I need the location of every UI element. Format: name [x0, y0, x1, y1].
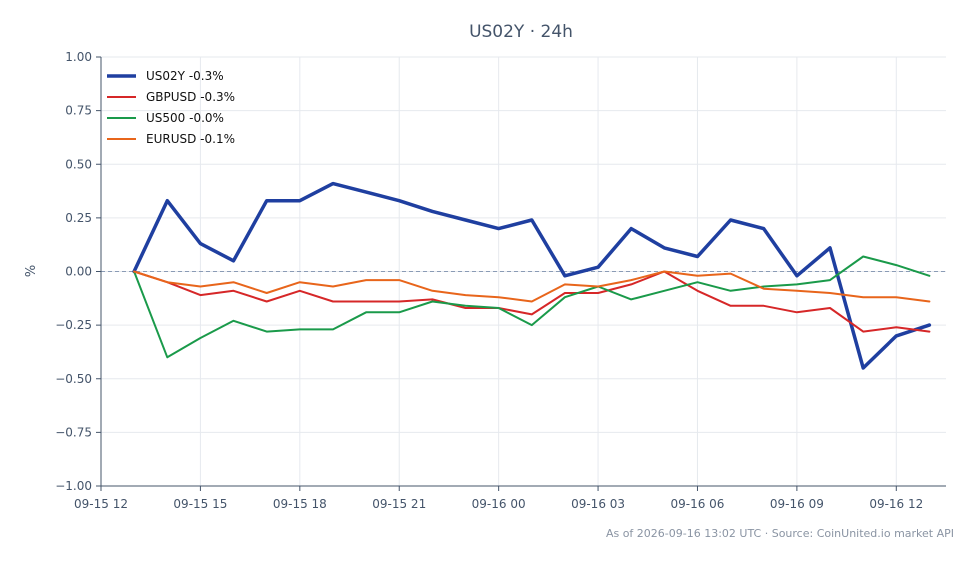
series-line-gbpusd: [133, 270, 931, 333]
y-tick-label: 0.50: [65, 157, 92, 171]
x-tick-label: 09-16 12: [869, 497, 923, 511]
x-axis-ticks: 09-15 12 09-15 15 09-15 18 09-15 21 09-16 00…: [74, 486, 923, 511]
y-tick-label: 1.00: [65, 50, 92, 64]
y-tick-label: −0.50: [55, 372, 92, 386]
chart-title: US02Y · 24h: [469, 22, 573, 42]
series-line-us02y: [132, 181, 932, 370]
y-tick-label: 0.25: [65, 211, 92, 225]
series-line-us500: [133, 255, 931, 359]
x-tick-label: 09-15 21: [372, 497, 426, 511]
y-tick-label: −1.00: [55, 479, 92, 493]
y-tick-label: −0.25: [55, 318, 92, 332]
x-tick-label: 09-15 12: [74, 497, 128, 511]
x-tick-label: 09-15 18: [273, 497, 327, 511]
legend: US02Y -0.3% GBPUSD -0.3% US500 -0.0% EURUSD…: [107, 69, 235, 146]
legend-entry: US500 -0.0%: [146, 111, 224, 125]
y-axis-label: %: [24, 265, 39, 277]
x-tick-label: 09-16 06: [670, 497, 724, 511]
legend-entry: US02Y -0.3%: [146, 69, 224, 83]
legend-entry: GBPUSD -0.3%: [146, 90, 235, 104]
x-tick-label: 09-16 00: [472, 497, 526, 511]
y-tick-label: 0.75: [65, 104, 92, 118]
source-footer: As of 2026-09-16 13:02 UTC · Source: Coi…: [606, 527, 954, 540]
x-tick-label: 09-15 15: [173, 497, 227, 511]
x-tick-label: 09-16 03: [571, 497, 625, 511]
series-line-eurusd: [133, 270, 931, 303]
y-axis-ticks: 1.00 0.75 0.50 0.25 0.00 −0.25 −0.50 −0.75 −1.00: [55, 50, 101, 493]
series-lines: [132, 181, 932, 370]
y-tick-label: −0.75: [55, 425, 92, 439]
x-tick-label: 09-16 09: [770, 497, 824, 511]
legend-entry: EURUSD -0.1%: [146, 132, 235, 146]
y-tick-label: 0.00: [65, 265, 92, 279]
